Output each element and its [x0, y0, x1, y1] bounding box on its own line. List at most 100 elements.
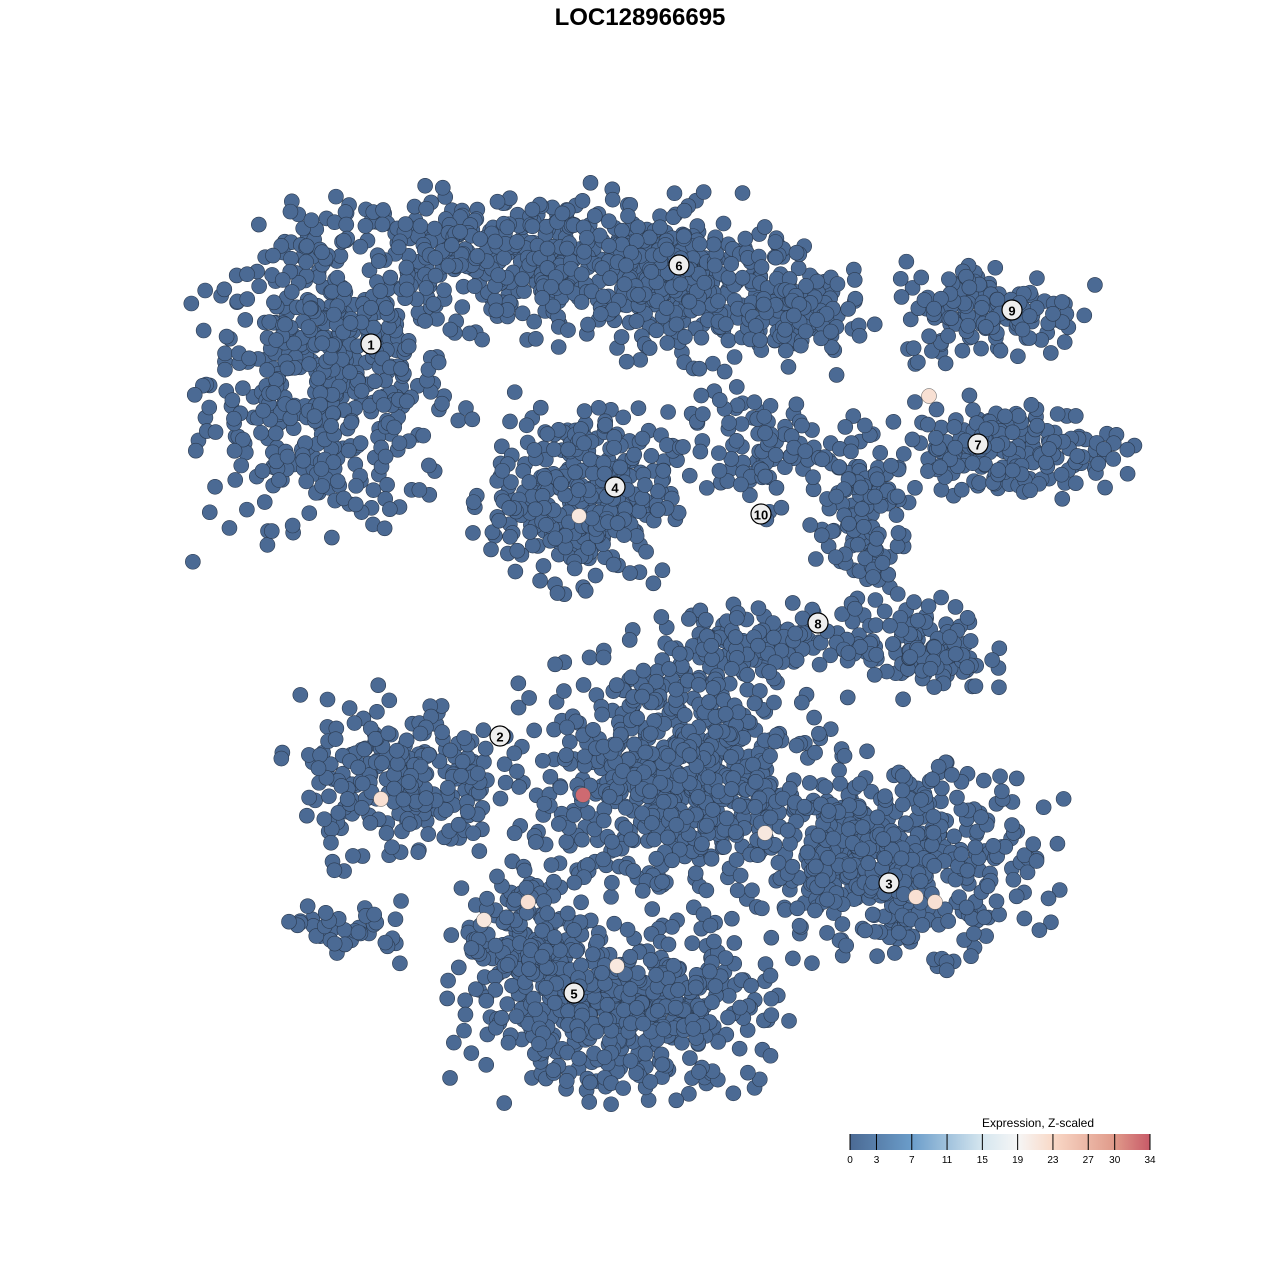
cell-point	[824, 339, 840, 355]
cell-point	[811, 725, 827, 742]
cell-point	[614, 222, 630, 239]
cell-point	[904, 431, 921, 448]
cell-point	[984, 652, 1000, 668]
colorbar-tick-label: 0	[847, 1155, 853, 1166]
cell-point	[595, 288, 612, 305]
cell-point	[766, 694, 782, 711]
cell-point	[743, 977, 759, 994]
cell-point	[671, 645, 688, 662]
cell-point	[427, 250, 444, 266]
cell-point	[207, 478, 223, 495]
cell-point	[314, 244, 330, 260]
cell-point	[814, 872, 831, 889]
cell-point	[618, 353, 635, 370]
cell-point	[1095, 441, 1112, 457]
expressed-cell-point	[757, 825, 773, 841]
cell-point	[465, 494, 482, 510]
cell-point	[502, 529, 518, 545]
cell-point	[538, 979, 554, 996]
cell-point	[788, 396, 805, 413]
cell-point	[546, 873, 562, 890]
cell-point	[717, 706, 734, 722]
cell-point	[457, 992, 473, 1009]
cell-point	[469, 765, 486, 782]
cell-point	[883, 457, 899, 474]
cell-point	[609, 515, 626, 531]
cell-point	[417, 313, 433, 329]
cell-point	[762, 809, 779, 826]
cell-point	[471, 843, 488, 859]
cell-point	[558, 1073, 575, 1089]
cell-point	[925, 824, 942, 841]
cell-point	[606, 915, 622, 932]
cell-point	[496, 756, 513, 772]
cell-point	[1029, 270, 1045, 286]
cell-point	[648, 322, 665, 339]
cell-point	[1014, 321, 1031, 338]
cell-point	[622, 1053, 639, 1069]
cell-point	[597, 417, 614, 433]
cell-point	[768, 447, 784, 463]
cell-point	[1068, 475, 1084, 492]
cell-point	[652, 219, 668, 236]
cell-point	[892, 270, 909, 287]
cell-point	[478, 1057, 495, 1073]
cell-point	[839, 689, 856, 706]
cell-point	[953, 846, 970, 863]
cell-point	[750, 600, 767, 616]
cell-point	[510, 675, 527, 692]
cell-point	[489, 868, 505, 885]
cell-point	[265, 385, 282, 401]
cluster-label-text: 8	[814, 617, 821, 632]
cell-point	[261, 314, 278, 330]
cell-point	[655, 462, 672, 479]
cell-point	[823, 323, 839, 340]
cell-point	[279, 360, 296, 377]
cell-point	[666, 185, 683, 202]
cell-point	[807, 902, 823, 919]
cell-point	[527, 501, 544, 518]
cell-point	[913, 269, 930, 286]
cell-point	[831, 459, 847, 475]
cell-point	[352, 435, 369, 451]
cell-point	[889, 538, 906, 554]
cell-point	[371, 253, 387, 269]
cell-point	[869, 809, 886, 826]
cell-point	[1038, 454, 1054, 471]
cell-point	[868, 646, 885, 663]
cell-point	[543, 857, 560, 873]
cell-point	[962, 633, 979, 649]
cell-point	[770, 854, 787, 871]
cell-point	[637, 477, 653, 493]
cell-point	[704, 651, 720, 667]
cell-point	[644, 901, 661, 917]
cell-point	[676, 202, 693, 219]
cell-point	[920, 416, 936, 433]
cell-point	[528, 331, 544, 347]
cell-point	[851, 327, 868, 344]
cell-point	[392, 955, 408, 972]
cell-point	[343, 414, 359, 431]
cell-point	[1008, 770, 1025, 787]
cell-point	[310, 760, 327, 777]
cell-point	[602, 270, 618, 286]
cell-point	[374, 755, 390, 771]
cell-point	[928, 401, 945, 418]
cell-point	[752, 332, 768, 348]
cell-point	[710, 783, 727, 800]
cluster-label-text: 3	[885, 877, 892, 892]
cell-point	[268, 332, 284, 348]
cell-point	[379, 476, 395, 493]
cell-point	[299, 807, 315, 824]
cell-point	[767, 733, 784, 750]
cell-point	[988, 893, 1005, 910]
cell-point	[954, 342, 971, 359]
cell-point	[566, 874, 583, 891]
cell-point	[691, 677, 707, 693]
cell-point	[201, 399, 218, 416]
cell-point	[868, 617, 884, 633]
cell-point	[314, 335, 331, 352]
cell-point	[550, 339, 567, 355]
cell-point	[375, 397, 392, 413]
cell-point	[375, 202, 391, 218]
